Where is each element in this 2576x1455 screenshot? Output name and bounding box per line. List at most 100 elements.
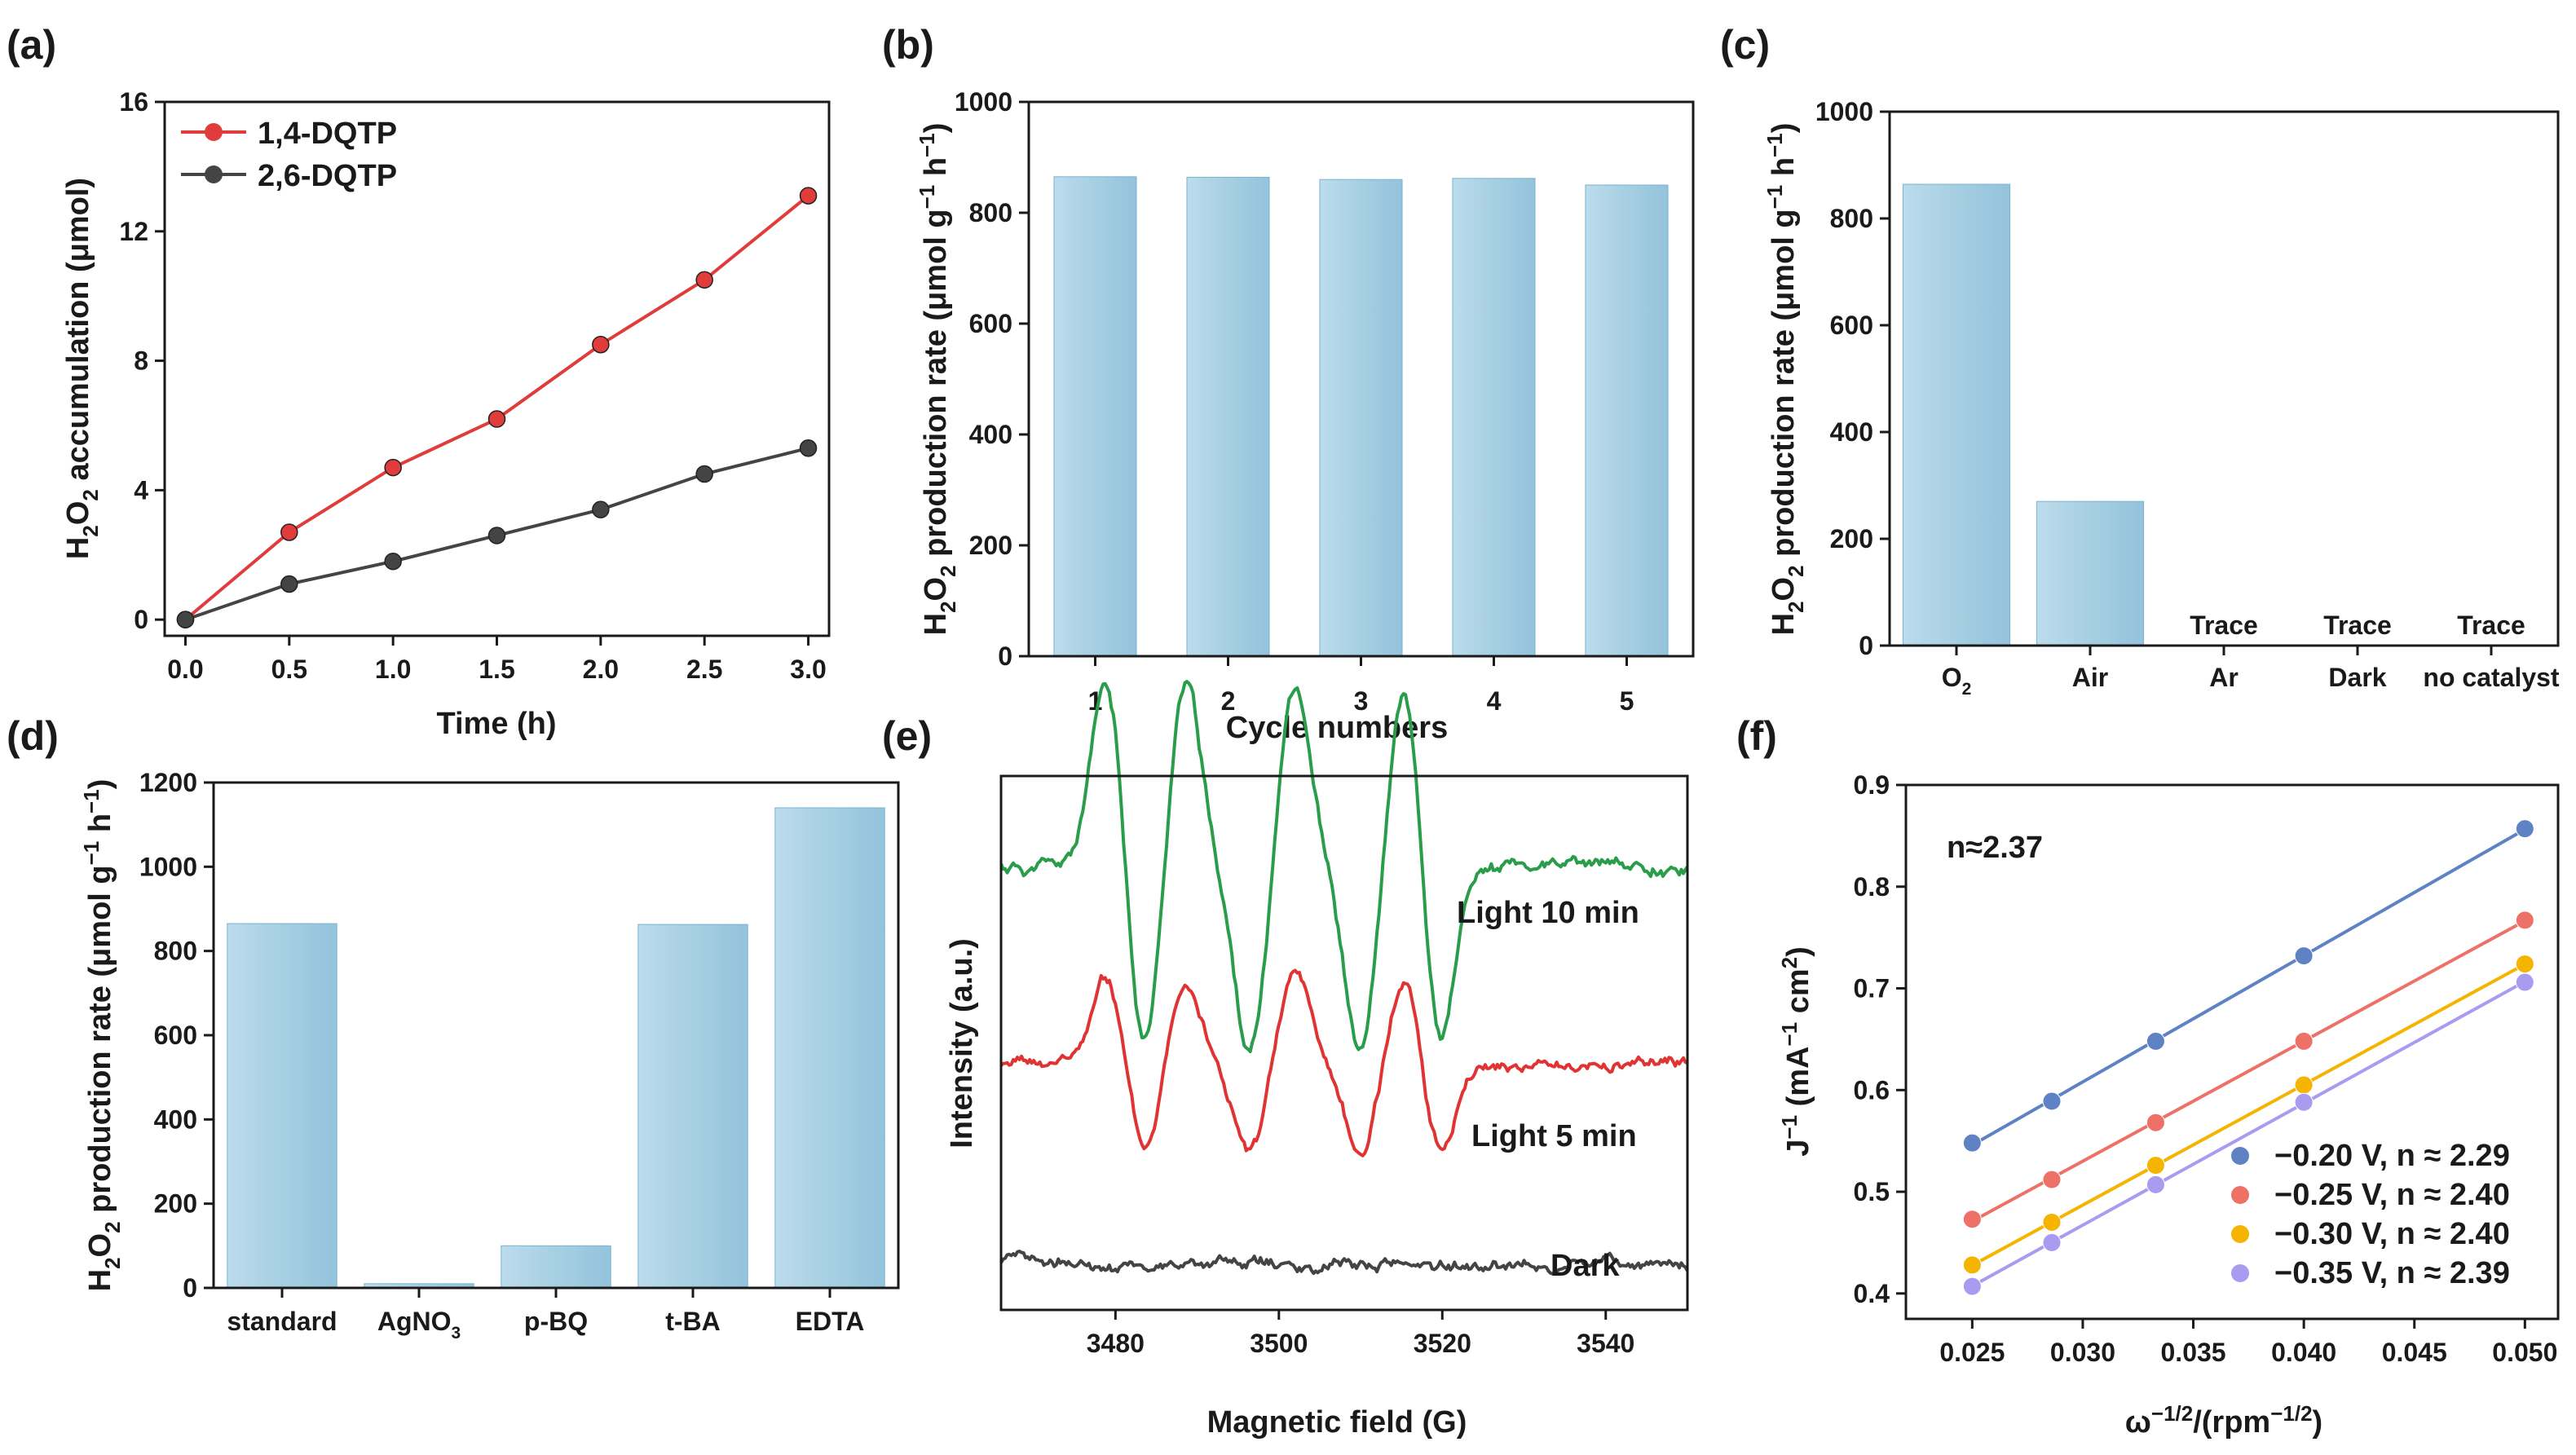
data-point-1-4-dqtp [695,271,713,289]
legend-label-0-30-v-n-2-40: −0.30 V, n ≈ 2.40 [2274,1217,2510,1251]
data-point-0-25-v-n-2-40 [2515,910,2534,930]
panel-b-xtick-label: 2 [1221,686,1236,716]
data-point-0-30-v-n-2-40 [2294,1075,2314,1095]
panel-b-ytick-label: 600 [969,309,1012,338]
panel-c-xtick-label: no catalyst [2423,663,2560,692]
panel-f-ytick-label: 0.9 [1854,770,1890,800]
panel-c-ytick-label: 1000 [1815,97,1873,126]
panel-f-ytick-label: 0.4 [1854,1279,1890,1308]
data-point-0-35-v-n-2-39 [2146,1175,2165,1194]
panel-d-xtick-label: AgNO3 [377,1307,461,1343]
panel-f-xtick-label: 0.035 [2161,1338,2226,1367]
bar-t-ba [637,924,748,1289]
panel-a-xtick-label: 2.5 [686,655,722,684]
panel-c-yticks: 0 200 400 600 800 1000 [1815,97,1890,660]
data-point-0-20-v-n-2-29 [2146,1031,2165,1051]
data-point-1-4-dqtp [592,335,610,354]
bar-air [2036,500,2145,646]
panel-b-ytick-label: 800 [969,198,1012,227]
panel-f-yticks: 0.4 0.5 0.6 0.7 0.8 0.9 [1854,770,1906,1308]
panel-a-legend: 1,4-DQTP 2,6-DQTP [181,117,397,193]
panel-e-xtick-label: 3540 [1577,1329,1634,1358]
data-point-0-35-v-n-2-39 [2515,972,2534,992]
epr-label-light-10-min: Light 10 min [1457,896,1639,930]
data-point-0-35-v-n-2-39 [1962,1276,1982,1296]
data-point-0-20-v-n-2-29 [1962,1133,1982,1153]
panel-d-ylabel: H2O2 production rate (μmol g−1 h−1) [79,779,125,1292]
bar-2 [1186,176,1270,657]
data-point-2-6-dqtp [384,552,402,571]
legend-marker-1-4-dqtp [205,123,223,141]
panel-label-b: (b) [882,22,934,68]
panel-f-ytick-label: 0.5 [1854,1177,1890,1206]
bar-3 [1319,179,1403,657]
data-point-0-20-v-n-2-29 [2515,819,2534,839]
panel-f-xtick-label: 0.045 [2382,1338,2447,1367]
panel-e-xtick-label: 3480 [1087,1329,1145,1358]
bar-standard [227,923,337,1289]
panel-b-xtick-label: 4 [1487,686,1502,716]
panel-e-xticks: 3480 3500 3520 3540 [1087,1310,1634,1358]
data-point-2-6-dqtp [487,527,506,545]
legend-marker-0-20-v-n-2-29 [2231,1147,2249,1165]
panel-c-ytick-label: 800 [1830,204,1873,233]
panel-a-yticks: 0 4 8 12 16 [119,87,165,634]
panel-d-xtick-label: t-BA [665,1307,721,1336]
bar-annotation-no-catalyst: Trace [2457,611,2525,640]
panel-a-ytick-label: 0 [134,605,148,634]
legend-label-2-6-dqtp: 2,6-DQTP [258,159,397,193]
data-point-2-6-dqtp [280,575,298,593]
panel-a-ytick-label: 8 [134,346,148,376]
panel-f: 0.025 0.030 0.035 0.040 0.045 0.050 0.4 0.5 0.6… [1777,770,2560,1440]
panel-a-xtick-label: 1.0 [375,655,411,684]
data-point-1-4-dqtp [799,187,818,205]
bar-p-bq [501,1245,611,1289]
panel-c-ytick-label: 200 [1830,524,1873,553]
panel-label-a: (a) [7,22,56,68]
panel-b-ylabel: H2O2 production rate (μmol g−1 h−1) [915,123,960,636]
panel-f-xtick-label: 0.025 [1939,1338,2005,1367]
legend-label-1-4-dqtp: 1,4-DQTP [258,117,397,151]
panel-a-ytick-label: 4 [134,475,148,505]
panel-b-ytick-label: 200 [969,531,1012,560]
panel-d-yticks: 0 200 400 600 800 1000 1200 [139,768,214,1303]
panel-c-xticks: O2 Air Ar Dark no catalyst [1942,646,2560,699]
panel-b-xtick-label: 5 [1620,686,1634,716]
panel-d-ytick-label: 1200 [139,768,197,797]
panel-b-xlabel: Cycle numbers [1226,711,1448,745]
epr-trace-dark [999,1250,1689,1276]
legend-label-0-35-v-n-2-39: −0.35 V, n ≈ 2.39 [2274,1256,2510,1290]
panel-c-xtick-label: Dark [2328,663,2386,692]
panel-e-xlabel: Magnetic field (G) [1207,1405,1467,1440]
legend-marker-0-30-v-n-2-40 [2231,1225,2249,1243]
data-point-0-30-v-n-2-40 [1962,1255,1982,1275]
panel-b-plot [1053,176,1669,657]
panel-f-plot [1962,819,2534,1296]
panel-a-plot [176,187,818,628]
panel-f-xticks: 0.025 0.030 0.035 0.040 0.045 0.050 [1939,1319,2557,1367]
panel-d: standard AgNO3 p-BQ t-BA EDTA 0 200 400 600 800 1… [79,768,900,1343]
panel-a-ytick-label: 16 [119,87,148,117]
panel-a-xtick-label: 1.5 [479,655,514,684]
panel-e-plot [999,680,1689,1276]
panel-e-xtick-label: 3520 [1414,1329,1471,1358]
panel-c-xtick-label: Air [2072,663,2108,692]
data-point-0-25-v-n-2-40 [2042,1170,2062,1189]
panel-f-legend: −0.20 V, n ≈ 2.29 −0.25 V, n ≈ 2.40 −0.30 … [2231,1139,2510,1290]
panel-e: 3480 3500 3520 3540 Magnetic field (G) Inte… [945,680,1689,1440]
data-point-1-4-dqtp [487,410,506,428]
fit-line-0-30-v-n-2-40 [1971,963,2526,1268]
panel-f-xtick-label: 0.040 [2271,1338,2336,1367]
panel-e-frame [999,774,1689,1312]
panel-d-plot [227,807,885,1289]
panel-d-xtick-label: p-BQ [524,1307,588,1336]
panel-b-ytick-label: 400 [969,420,1012,449]
panel-b-ytick-label: 0 [998,642,1012,671]
panel-f-xlabel: ω−1/2/(rpm−1/2) [2125,1401,2322,1440]
data-point-0-25-v-n-2-40 [2146,1113,2165,1132]
panel-f-xtick-label: 0.030 [2050,1338,2115,1367]
panel-f-ylabel: J−1 (mA−1 cm2) [1777,946,1815,1157]
legend-label-0-20-v-n-2-29: −0.20 V, n ≈ 2.29 [2274,1139,2510,1173]
panel-label-d: (d) [7,713,59,759]
